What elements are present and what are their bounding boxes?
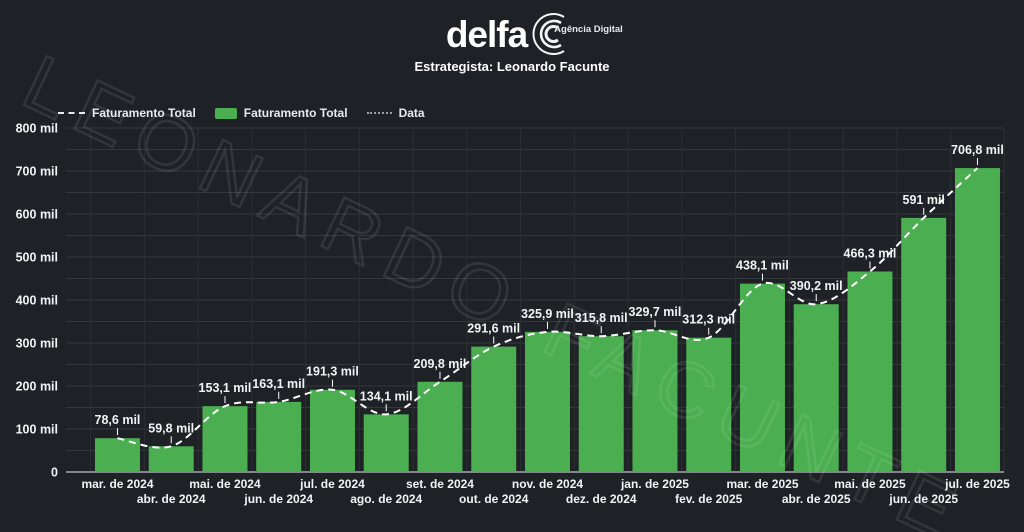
x-axis-label: jun. de 2024 [243, 492, 313, 506]
y-axis-label: 800 mil [16, 122, 58, 136]
legend-item-bars[interactable]: Faturamento Total [214, 106, 348, 120]
bar-mar. de 2025[interactable] [739, 283, 785, 472]
bar-value-label: 191,3 mil [306, 365, 359, 379]
y-axis-label: 600 mil [16, 208, 58, 222]
x-axis-label: out. de 2024 [459, 492, 529, 506]
x-axis-label: fev. de 2025 [675, 492, 742, 506]
bar-value-label: 466,3 mil [844, 246, 897, 260]
bar-value-label: 390,2 mil [790, 279, 843, 293]
x-axis-label: dez. de 2024 [566, 492, 637, 506]
x-axis-label: nov. de 2024 [512, 477, 583, 491]
chart-legend: Faturamento Total Faturamento Total Data [58, 106, 425, 120]
x-axis-label: abr. de 2024 [137, 492, 206, 506]
bar-value-label: 325,9 mil [521, 307, 574, 321]
x-axis-label: set. de 2024 [406, 477, 474, 491]
bar-mai. de 2025[interactable] [847, 271, 893, 472]
bar-abr. de 2025[interactable] [793, 304, 839, 472]
logo: delfa Agência Digital [0, 8, 1024, 60]
x-axis-label: mai. de 2024 [189, 477, 261, 491]
bar-swatch-icon [214, 107, 237, 119]
bar-value-label: 59,8 mil [148, 421, 194, 435]
bar-set. de 2024[interactable] [417, 381, 463, 472]
bar-value-label: 209,8 mil [414, 357, 467, 371]
bar-value-label: 591 mil [903, 193, 945, 207]
legend-item-data[interactable]: Data [366, 106, 425, 120]
bar-value-label: 78,6 mil [95, 413, 141, 427]
x-axis-label: mai. de 2025 [834, 477, 906, 491]
y-axis-label: 0 [51, 466, 58, 480]
y-axis-label: 500 mil [16, 251, 58, 265]
x-axis-label: jul. de 2025 [944, 477, 1010, 491]
bar-jul. de 2025[interactable] [954, 168, 1000, 473]
bar-value-label: 329,7 mil [629, 305, 682, 319]
bar-value-label: 315,8 mil [575, 311, 628, 325]
bar-nov. de 2024[interactable] [524, 331, 570, 472]
bar-value-label: 163,1 mil [252, 377, 305, 391]
legend-label: Data [398, 106, 425, 120]
bar-ago. de 2024[interactable] [363, 414, 409, 472]
bar-fev. de 2025[interactable] [686, 337, 732, 472]
bar-jul. de 2024[interactable] [309, 389, 355, 472]
x-axis-label: jun. de 2025 [888, 492, 958, 506]
bar-value-label: 438,1 mil [736, 259, 789, 273]
y-axis-label: 200 mil [16, 380, 58, 394]
logo-tagline: Agência Digital [554, 24, 623, 35]
bar-value-label: 291,6 mil [467, 322, 520, 336]
legend-label: Faturamento Total [92, 106, 196, 120]
x-axis-label: abr. de 2025 [782, 492, 851, 506]
bar-dez. de 2024[interactable] [578, 336, 624, 472]
bar-value-label: 706,8 mil [951, 143, 1004, 157]
logo-swirl-icon: Agência Digital [528, 9, 623, 59]
y-axis-label: 300 mil [16, 337, 58, 351]
legend-item-trend-line[interactable]: Faturamento Total [58, 106, 196, 120]
bar-jan. de 2025[interactable] [632, 330, 678, 472]
strategist-subtitle: Estrategista: Leonardo Facunte [414, 59, 610, 74]
bar-value-label: 153,1 mil [199, 381, 252, 395]
bar-abr. de 2024[interactable] [148, 446, 194, 472]
logo-wordmark: delfa [445, 13, 528, 55]
bar-value-label: 312,3 mil [682, 313, 735, 327]
bar-value-label: 134,1 mil [360, 389, 413, 403]
y-axis-label: 100 mil [16, 423, 58, 437]
legend-label: Faturamento Total [243, 106, 348, 120]
y-axis-label: 700 mil [16, 165, 58, 179]
logo-swirl-icon [532, 13, 565, 55]
bar-mai. de 2024[interactable] [202, 406, 248, 472]
dotted-line-icon [366, 112, 392, 114]
x-axis-label: mar. de 2024 [81, 477, 153, 491]
x-axis-label: jan. de 2025 [620, 477, 689, 491]
dashed-line-icon [58, 112, 85, 114]
bar-jun. de 2025[interactable] [901, 217, 947, 472]
bar-out. de 2024[interactable] [471, 346, 517, 472]
y-axis-label: 400 mil [16, 294, 58, 308]
x-axis-label: ago. de 2024 [350, 492, 422, 506]
bar-jun. de 2024[interactable] [256, 401, 302, 472]
x-axis-label: mar. de 2025 [726, 477, 798, 491]
bar-mar. de 2024[interactable] [94, 438, 140, 472]
x-axis-label: jul. de 2024 [299, 477, 365, 491]
